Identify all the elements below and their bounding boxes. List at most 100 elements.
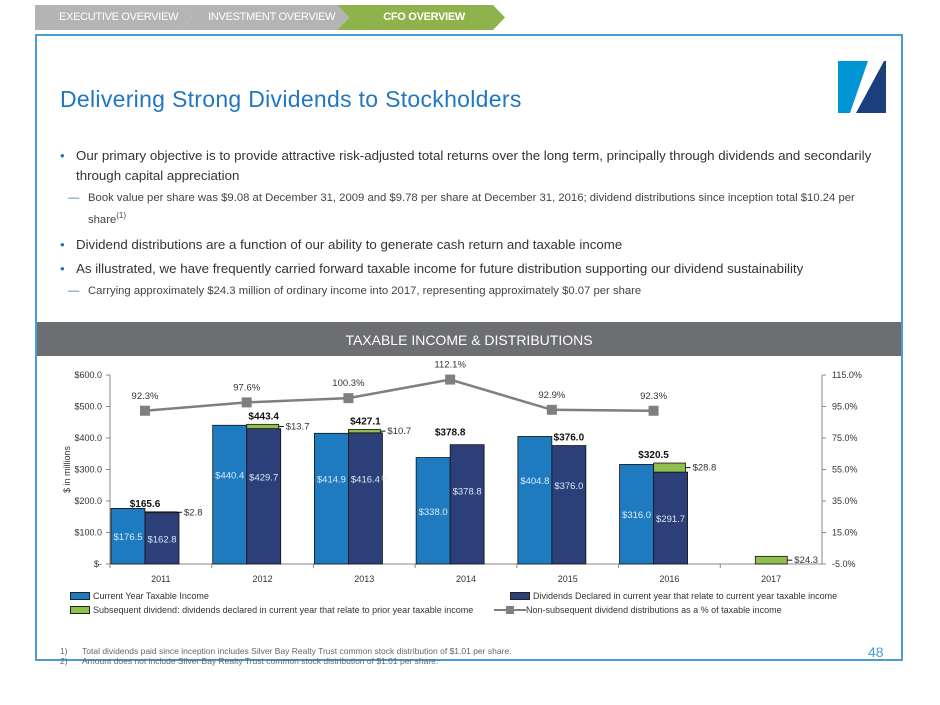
- footnote-ref: (1): [116, 211, 127, 220]
- bar-taxable-income: [415, 457, 451, 565]
- bar-dividends-declared: [246, 428, 282, 565]
- bar-taxable-income: [110, 508, 146, 565]
- bullet-carry-forward: As illustrated, we have frequently carri…: [60, 259, 880, 279]
- footnote-number: 2): [60, 656, 68, 666]
- page-number: 48: [868, 644, 884, 660]
- y2-tick-label: 75.0%: [832, 433, 858, 443]
- bar-label: $440.4: [215, 471, 244, 482]
- bar-subsequent-dividend: [653, 462, 686, 473]
- total-label: $427.1: [350, 416, 381, 427]
- bullet-objective: Our primary objective is to provide attr…: [60, 146, 880, 186]
- legend-label: Subsequent dividend: dividends declared …: [93, 605, 474, 615]
- x-tick-label: 2016: [659, 574, 679, 584]
- legend-item-percent-line: Non-subsequent dividend distributions as…: [494, 605, 782, 615]
- legend-item-dividends-declared: Dividends Declared in current year that …: [510, 591, 837, 601]
- bar-label: $416.4: [351, 474, 380, 485]
- percent-label: 97.6%: [233, 382, 260, 393]
- bullet-list: Our primary objective is to provide attr…: [60, 146, 880, 306]
- tab-cfo-overview[interactable]: CFO OVERVIEW: [337, 5, 505, 30]
- total-label: $376.0: [554, 433, 585, 444]
- footnote-text: Amount does not include Silver Bay Realt…: [82, 656, 439, 666]
- bar-label: $316.0: [622, 510, 651, 521]
- bar-label: $291.7: [656, 514, 685, 525]
- bar-taxable-income: [212, 424, 248, 565]
- y-tick-label: $100.0: [74, 528, 102, 538]
- bar-dividends-declared: [653, 471, 688, 565]
- slide-frame: [35, 34, 903, 661]
- percent-line: [144, 378, 654, 413]
- bar-label: $338.0: [419, 507, 448, 518]
- bar-subsequent-dividend: [754, 555, 788, 565]
- y2-tick-label: 35.0%: [832, 496, 858, 506]
- footnotes: 1) Total dividends paid since inception i…: [60, 646, 511, 666]
- percent-label: 100.3%: [332, 378, 365, 389]
- tab-investment-overview[interactable]: INVESTMENT OVERVIEW: [180, 5, 349, 30]
- bar-subsequent-dividend: [246, 423, 280, 430]
- bar-subsequent-dividend: [348, 429, 381, 434]
- bar-label: $404.8: [520, 476, 549, 487]
- bar-dividends-declared: [144, 512, 180, 565]
- bar-label: $162.8: [147, 534, 176, 545]
- legend-label: Current Year Taxable Income: [93, 591, 209, 601]
- footnote-1: 1) Total dividends paid since inception i…: [60, 646, 511, 656]
- bar-label: $24.3: [794, 555, 818, 566]
- legend-swatch: [510, 592, 530, 600]
- percent-label: 92.3%: [640, 391, 667, 402]
- bar-taxable-income: [314, 432, 349, 565]
- bar-label: $378.8: [453, 486, 482, 497]
- total-label: $443.4: [248, 411, 279, 422]
- bar-subsequent-dividend: [144, 511, 178, 514]
- bar-label: $28.8: [693, 463, 717, 474]
- taxable-income-chart: $- $100.0 $200.0 $300.0 $400.0 $500.0 $600.0 -5…: [62, 360, 862, 584]
- section-nav: EXECUTIVE OVERVIEW INVESTMENT OVERVIEW C…: [35, 5, 505, 30]
- percent-marker: [445, 374, 456, 385]
- percent-marker: [546, 404, 557, 415]
- percent-marker: [343, 393, 354, 404]
- bar-taxable-income: [517, 436, 553, 565]
- legend-line-icon: [494, 606, 526, 614]
- bar-label: $429.7: [249, 472, 278, 483]
- legend-label: Non-subsequent dividend distributions as…: [526, 605, 782, 615]
- chart-banner: TAXABLE INCOME & DISTRIBUTIONS: [37, 322, 901, 356]
- percent-marker: [241, 397, 252, 408]
- footnote-text: Total dividends paid since inception inc…: [82, 646, 512, 656]
- bar-dividends-declared: [449, 444, 485, 565]
- bar-label: $2.8: [184, 507, 203, 518]
- percent-label: 92.9%: [538, 390, 565, 401]
- sub-bullet-book-value: Book value per share was $9.08 at Decemb…: [60, 190, 880, 229]
- y-tick-label: $600.0: [74, 370, 102, 380]
- y-axis-title: $ in millions: [62, 445, 72, 493]
- tab-executive-overview[interactable]: EXECUTIVE OVERVIEW: [35, 5, 192, 30]
- y2-tick-label: -5.0%: [832, 559, 856, 569]
- x-tick-label: 2014: [456, 574, 476, 584]
- page-title: Delivering Strong Dividends to Stockhold…: [60, 86, 522, 112]
- bar-label: $176.5: [113, 532, 142, 543]
- company-logo: [838, 61, 886, 113]
- y2-tick-label: 15.0%: [832, 528, 858, 538]
- y2-tick-label: 115.0%: [832, 370, 862, 380]
- percent-marker: [140, 405, 150, 416]
- x-tick-label: 2013: [354, 574, 374, 584]
- legend-swatch: [70, 592, 90, 600]
- percent-label: 112.1%: [434, 360, 466, 371]
- y-tick-label: $300.0: [74, 465, 102, 475]
- legend-item-taxable-income: Current Year Taxable Income: [70, 591, 209, 601]
- y2-tick-label: 95.0%: [832, 402, 858, 412]
- y-tick-label: $500.0: [74, 402, 102, 412]
- bar-label: $10.7: [387, 426, 411, 437]
- footnote-number: 1): [60, 646, 68, 656]
- bullet-distributions: Dividend distributions are a function of…: [60, 235, 880, 255]
- x-tick-label: 2011: [151, 574, 170, 584]
- footnote-2: 2) Amount does not include Silver Bay Rea…: [60, 656, 511, 666]
- bar-dividends-declared: [551, 445, 587, 565]
- y-tick-label: $400.0: [74, 433, 102, 443]
- x-tick-label: 2012: [253, 574, 273, 584]
- bar-label: $376.0: [554, 481, 583, 492]
- x-tick-label: 2017: [761, 574, 781, 584]
- sub-bullet-text: Book value per share was $9.08 at Decemb…: [88, 192, 855, 226]
- y-tick-label: $200.0: [74, 496, 102, 506]
- total-label: $378.8: [435, 428, 466, 439]
- footnote-ref: (2): [381, 475, 387, 481]
- y2-tick-label: 55.0%: [832, 465, 858, 475]
- legend-swatch: [70, 606, 90, 614]
